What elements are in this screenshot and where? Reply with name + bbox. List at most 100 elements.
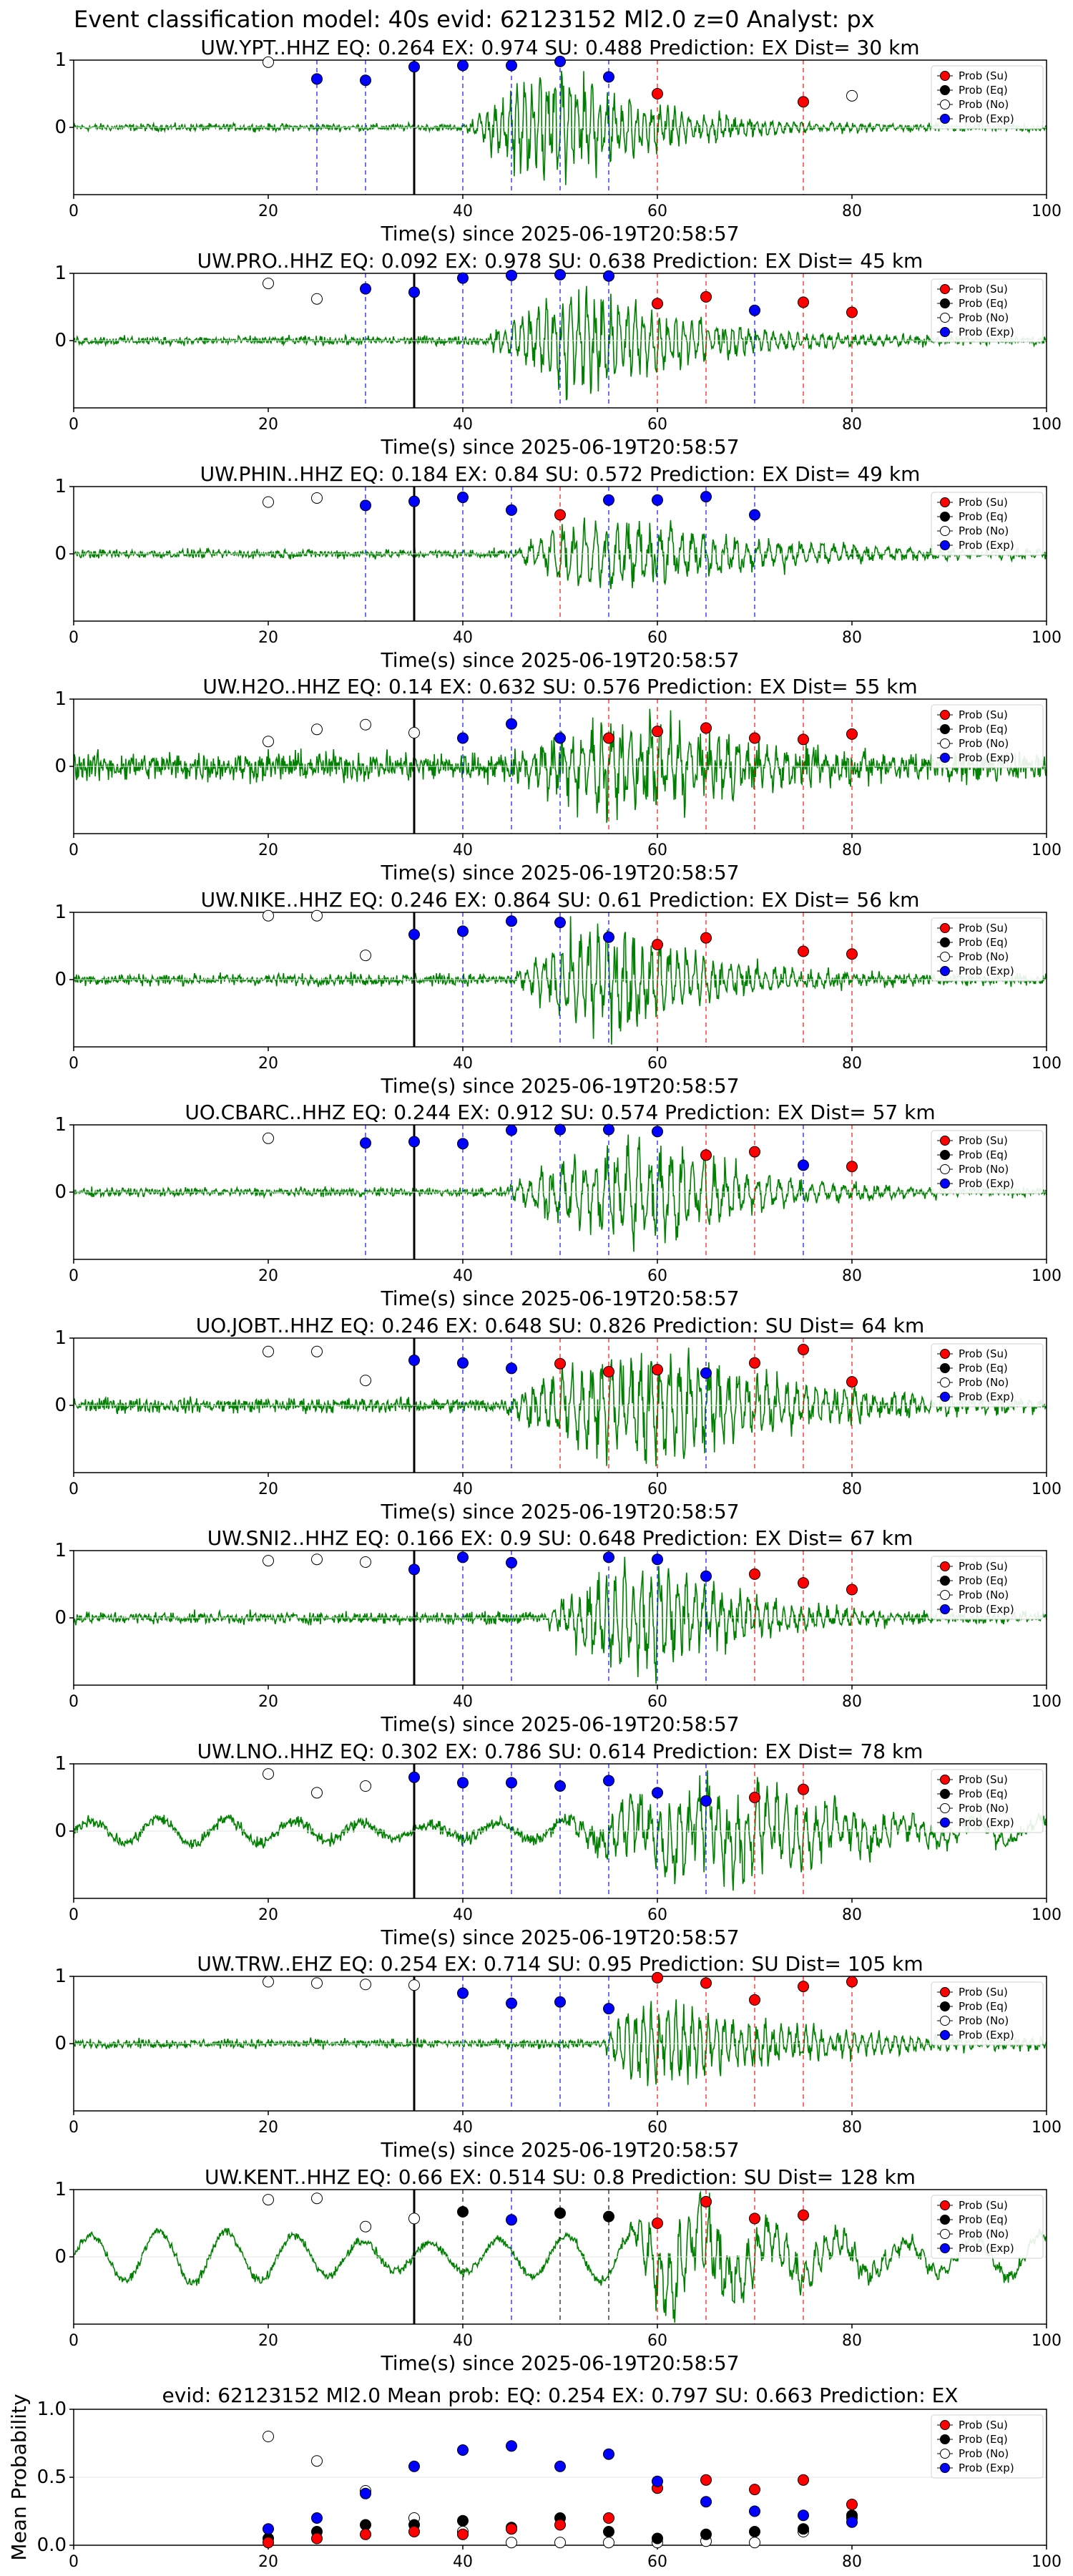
x-tick-label: 60 xyxy=(647,203,667,220)
legend-marker-no xyxy=(940,526,950,536)
prob-point-no xyxy=(360,1780,371,1792)
prob-point-exp xyxy=(798,2509,809,2522)
x-tick-label: 80 xyxy=(842,841,862,859)
legend-marker-no xyxy=(940,952,950,962)
legend-label-exp: Prob (Exp) xyxy=(959,2462,1014,2474)
y-tick-label: 1 xyxy=(54,1966,67,1987)
legend-box xyxy=(931,1130,1044,1194)
legend-marker-eq xyxy=(940,2434,950,2444)
x-tick-label: 0 xyxy=(69,629,79,647)
prob-point-eq xyxy=(652,2532,663,2545)
prob-point-exp xyxy=(603,270,614,282)
prob-point-exp xyxy=(457,1777,469,1789)
x-tick-label: 80 xyxy=(842,1055,862,1073)
prob-point-exp xyxy=(263,2523,274,2535)
prob-point-su xyxy=(554,2519,566,2531)
legend-marker-no xyxy=(940,2229,950,2239)
x-tick-label: 0 xyxy=(69,841,79,859)
x-tick-label: 0 xyxy=(69,2332,79,2350)
plot-frame xyxy=(73,698,1047,834)
legend-label-exp: Prob (Exp) xyxy=(959,1603,1014,1616)
prob-point-exp xyxy=(506,2214,517,2226)
legend-label-eq: Prob (Eq) xyxy=(959,1362,1008,1375)
prob-point-exp xyxy=(749,509,760,521)
prob-point-exp xyxy=(554,917,566,929)
y-tick-label: 1 xyxy=(54,476,67,497)
prob-point-exp xyxy=(408,495,420,507)
x-tick-label: 20 xyxy=(258,416,278,434)
prob-point-eq xyxy=(360,2519,371,2531)
plot-frame xyxy=(73,1337,1047,1473)
x-tick-label: 0 xyxy=(69,1267,79,1285)
waveform-trace xyxy=(73,1556,1047,1684)
prob-point-su xyxy=(700,932,712,944)
prob-point-exp xyxy=(457,1987,469,1999)
legend-marker-eq xyxy=(940,937,950,947)
prob-point-exp xyxy=(700,1367,712,1379)
legend-marker-exp xyxy=(940,2463,950,2473)
prob-point-no xyxy=(360,1979,371,1991)
legend-box xyxy=(931,278,1044,343)
prob-point-su xyxy=(749,1994,760,2006)
legend-box xyxy=(931,917,1044,982)
x-tick-label: 100 xyxy=(1032,1480,1062,1498)
prob-point-exp xyxy=(700,491,712,503)
legend-marker-exp xyxy=(940,753,950,763)
legend-label-no: Prob (No) xyxy=(959,1802,1009,1815)
prob-point-exp xyxy=(798,1159,809,1171)
x-tick-label: 60 xyxy=(647,1267,667,1285)
legend-label-no: Prob (No) xyxy=(959,1589,1009,1601)
legend-marker-no xyxy=(940,2449,950,2459)
prob-point-no xyxy=(263,496,274,508)
x-axis-label: Time(s) since 2025-06-19T20:58:57 xyxy=(380,1074,739,1098)
x-tick-label: 0 xyxy=(69,203,79,220)
prob-point-su xyxy=(749,1568,760,1580)
prob-point-su xyxy=(311,2532,323,2545)
legend-box xyxy=(931,1556,1044,1620)
prob-point-no xyxy=(311,723,323,736)
legend-label-exp: Prob (Exp) xyxy=(959,112,1014,125)
prob-point-exp xyxy=(457,925,469,937)
prob-point-su xyxy=(846,2499,858,2510)
prob-point-exp xyxy=(603,494,614,506)
prob-point-exp xyxy=(506,1362,517,1375)
panels: UW.YPT..HHZ EQ: 0.264 EX: 0.974 SU: 0.48… xyxy=(7,36,1062,2571)
station-panel: UW.NIKE..HHZ EQ: 0.246 EX: 0.864 SU: 0.6… xyxy=(54,888,1062,1098)
y-tick-label: 1 xyxy=(54,1753,67,1775)
y-tick-label: 1 xyxy=(54,1114,67,1136)
prob-point-exp xyxy=(603,2448,614,2460)
x-tick-label: 100 xyxy=(1032,1055,1062,1073)
plot-frame xyxy=(73,912,1047,1048)
x-tick-label: 40 xyxy=(453,1906,473,1924)
legend-marker-eq xyxy=(940,2215,950,2225)
x-tick-label: 0 xyxy=(69,1480,79,1498)
panel-title: evid: 62123152 Ml2.0 Mean prob: EQ: 0.25… xyxy=(162,2384,959,2407)
prob-point-exp xyxy=(603,1123,614,1136)
station-panel: UW.SNI2..HHZ EQ: 0.166 EX: 0.9 SU: 0.648… xyxy=(54,1526,1062,1736)
prob-point-exp xyxy=(408,1136,420,1148)
prob-point-no xyxy=(360,718,371,731)
prob-point-no xyxy=(263,56,274,68)
prob-point-eq xyxy=(603,2210,614,2223)
x-tick-label: 40 xyxy=(453,629,473,647)
prob-point-exp xyxy=(652,2475,663,2487)
x-tick-label: 20 xyxy=(258,2119,278,2137)
y-tick-label: 0 xyxy=(54,1181,67,1203)
prob-point-no xyxy=(603,2537,614,2549)
legend-label-exp: Prob (Exp) xyxy=(959,751,1014,764)
x-axis-label: Time(s) since 2025-06-19T20:58:57 xyxy=(380,435,739,459)
station-panel: UW.PHIN..HHZ EQ: 0.184 EX: 0.84 SU: 0.57… xyxy=(54,462,1062,672)
legend-label-su: Prob (Su) xyxy=(959,2199,1008,2212)
x-tick-label: 100 xyxy=(1032,2553,1062,2571)
x-tick-label: 20 xyxy=(258,1267,278,1285)
prob-point-su xyxy=(652,2218,663,2229)
prob-point-no xyxy=(749,2537,760,2549)
prob-point-exp xyxy=(603,1775,614,1787)
x-tick-label: 80 xyxy=(842,416,862,434)
legend-label-exp: Prob (Exp) xyxy=(959,1816,1014,1829)
legend-marker-no xyxy=(940,313,950,323)
station-panel: UW.YPT..HHZ EQ: 0.264 EX: 0.974 SU: 0.48… xyxy=(54,36,1062,245)
legend-label-no: Prob (No) xyxy=(959,737,1009,750)
station-panel: UW.TRW..EHZ EQ: 0.254 EX: 0.714 SU: 0.95… xyxy=(54,1952,1062,2162)
legend-label-no: Prob (No) xyxy=(959,2228,1009,2240)
